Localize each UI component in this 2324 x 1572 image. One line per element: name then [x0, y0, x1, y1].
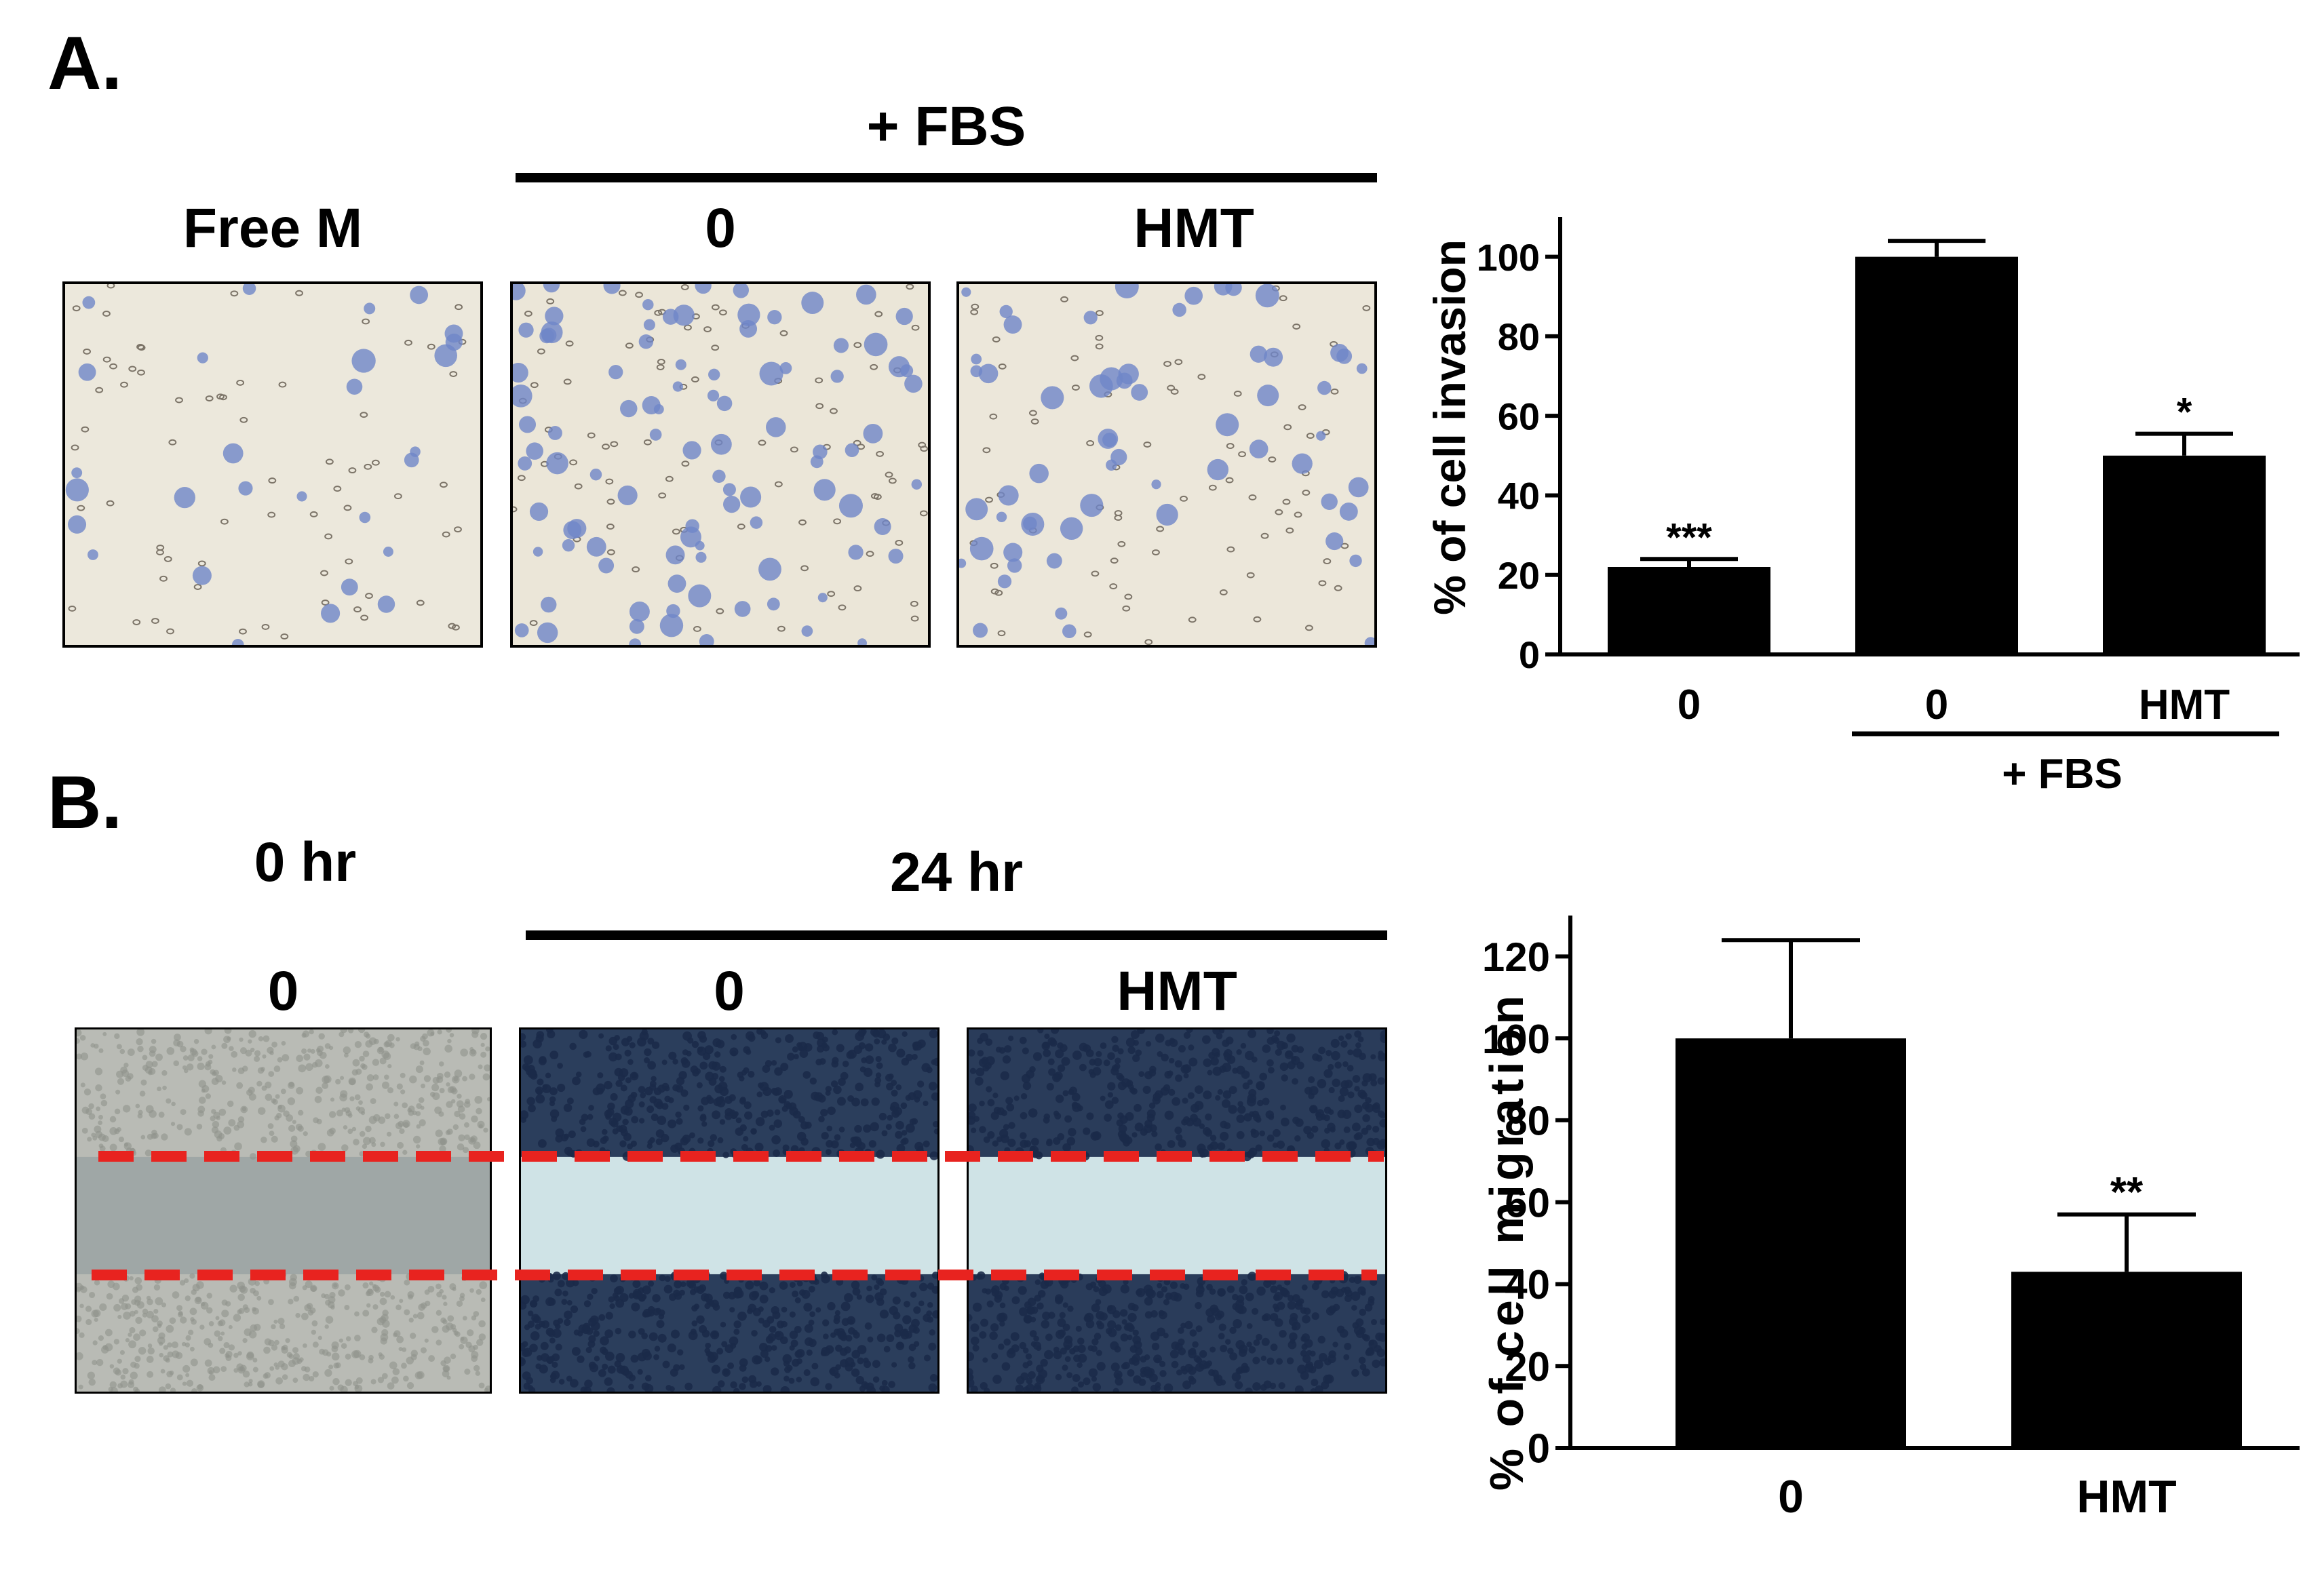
panel-a-label-0: 0: [705, 197, 736, 259]
panel-a-letter: A.: [47, 22, 122, 105]
bar: [1676, 1038, 1906, 1448]
invasion-bar-chart: 0 20 40 60 80 100 *** 0 0 * HMT + FBS % of cell inv…: [1425, 217, 2300, 798]
x-category-label: 0: [1778, 1471, 1804, 1522]
y-tick-label: 100: [1477, 236, 1540, 279]
y-tick-label: 20: [1505, 1344, 1550, 1390]
y-tick-label: 40: [1505, 1262, 1550, 1308]
panel-b-letter: B.: [47, 761, 122, 844]
panel-a-group-label: + FBS: [866, 96, 1026, 157]
panel-a-label-free-m: Free M: [182, 197, 363, 259]
wound-micrograph-0hr: [75, 1027, 492, 1394]
bar: [2103, 455, 2266, 654]
invasion-y-axis-label: % of cell invasion: [1425, 239, 1475, 615]
wound-micrograph-24hr-control: [519, 1027, 940, 1394]
bar: [2011, 1272, 2242, 1448]
significance-label: *: [2177, 391, 2192, 435]
bar: [1608, 567, 1770, 654]
migration-y-axis-label: % of cell migration: [1480, 991, 1533, 1491]
panel-b-label-0-mid: 0: [714, 960, 745, 1022]
x-category-label: HMT: [2076, 1471, 2176, 1522]
y-tick-label: 80: [1505, 1099, 1550, 1144]
y-tick-label: 0: [1519, 633, 1540, 676]
invasion-chart: 0 20 40 60 80 100 *** 0 0 * HMT + FBS % of cell inv…: [1425, 217, 2300, 798]
migration-chart: 0 20 40 60 80 100 120 0 ** HMT % of cell migratio…: [0, 814, 2324, 1572]
y-tick-label: 120: [1482, 935, 1550, 980]
invasion-micrograph-fbs-hmt: [956, 281, 1377, 648]
y-tick-label: 60: [1498, 395, 1540, 437]
panel-b-time-line: [526, 930, 1387, 940]
wound-micrograph-24hr-hmt: [967, 1027, 1387, 1394]
x-category-label: 0: [1925, 682, 1948, 728]
panel-a-label-hmt: HMT: [1134, 197, 1254, 259]
y-tick-label: 20: [1498, 554, 1540, 597]
significance-label: ***: [1666, 515, 1712, 559]
panel-b-label-hmt: HMT: [1117, 960, 1237, 1022]
fbs-group-label: + FBS: [2002, 751, 2122, 798]
x-category-label: HMT: [2139, 682, 2230, 728]
x-category-label: 0: [1678, 682, 1701, 728]
invasion-micrograph-free-medium: [62, 281, 483, 648]
panel-b-label-0-left: 0: [267, 960, 299, 1022]
y-tick-label: 60: [1505, 1180, 1550, 1225]
y-tick-label: 80: [1498, 315, 1540, 358]
y-tick-label: 0: [1528, 1426, 1550, 1472]
bar: [1855, 256, 2018, 654]
invasion-micrograph-fbs-control: [510, 281, 931, 648]
significance-label: **: [2110, 1169, 2144, 1216]
panel-a-group-line: [516, 173, 1377, 182]
panel-b-time-24: 24 hr: [890, 842, 1023, 903]
y-tick-label: 40: [1498, 475, 1540, 517]
migration-bar-chart: 0 20 40 60 80 100 120 0 ** HMT % of cell migratio…: [1480, 916, 2300, 1522]
y-tick-label: 100: [1482, 1017, 1550, 1062]
panel-b-time-0: 0 hr: [254, 831, 357, 893]
